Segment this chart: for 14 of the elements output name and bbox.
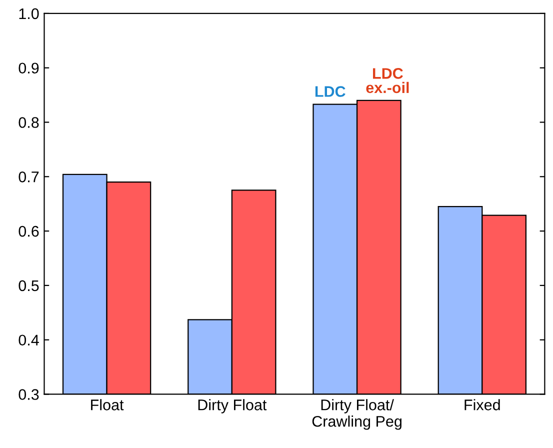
y-tick-label: 0.7 bbox=[18, 172, 39, 182]
y-tick-label: 0.5 bbox=[18, 280, 39, 292]
series-label: LDC bbox=[315, 86, 346, 97]
x-tick-label: Dirty Float bbox=[198, 399, 267, 414]
series-label: LDC ex.-oil bbox=[366, 68, 409, 94]
y-tick-label: 0.4 bbox=[18, 334, 39, 346]
x-tick-label: Fixed bbox=[464, 399, 500, 410]
y-tick-label: 1.0 bbox=[19, 8, 39, 20]
x-tick-label: Float bbox=[91, 399, 124, 410]
y-tick-label: 0.9 bbox=[18, 62, 39, 74]
y-tick-label: 0.6 bbox=[18, 226, 39, 237]
y-tick-label: 0.8 bbox=[18, 117, 39, 128]
x-tick-label: Dirty Float/ Crawling Peg bbox=[312, 399, 402, 430]
y-tick-label: 0.3 bbox=[18, 389, 39, 400]
